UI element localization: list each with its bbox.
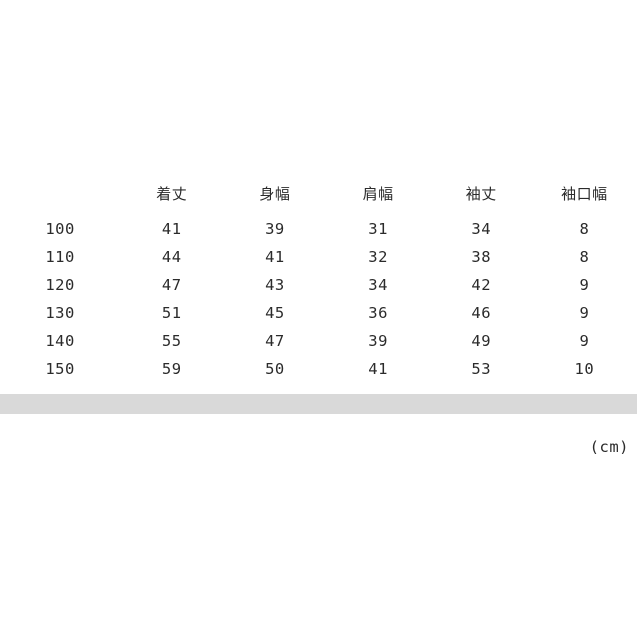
cell-sodetake: 53 xyxy=(471,360,492,378)
cell-sodetake: 34 xyxy=(471,220,492,238)
cell-kitake: 47 xyxy=(161,276,182,294)
cell-kitake: 59 xyxy=(161,360,182,378)
cell-sodeguchihaba: 9 xyxy=(579,276,590,294)
cell-mihaba: 47 xyxy=(265,332,285,350)
column-header-size xyxy=(0,172,120,215)
cell-mihaba: 41 xyxy=(265,248,285,266)
cell-katahaba: 34 xyxy=(368,276,388,294)
cell-sodeguchihaba: 8 xyxy=(579,220,590,238)
table-row: 140 55 47 39 49 9 xyxy=(0,327,637,355)
cell-kitake: 51 xyxy=(161,304,182,322)
table-body: 100 41 39 31 34 8 110 44 41 32 38 8 120 … xyxy=(0,215,637,383)
section-divider-band xyxy=(0,394,637,414)
cell-sodeguchihaba: 10 xyxy=(574,360,595,378)
table-row: 150 59 50 41 53 10 xyxy=(0,355,637,383)
cell-mihaba: 45 xyxy=(265,304,285,322)
column-header-sodeguchihaba: 袖口幅 xyxy=(561,185,608,203)
table-row: 110 44 41 32 38 8 xyxy=(0,243,637,271)
column-header-sodetake: 袖丈 xyxy=(465,185,497,203)
column-header-kitake: 着丈 xyxy=(156,185,188,203)
cell-sodetake: 46 xyxy=(471,304,492,322)
table-row: 100 41 39 31 34 8 xyxy=(0,215,637,243)
row-size-label: 130 xyxy=(45,304,75,322)
cell-katahaba: 31 xyxy=(368,220,388,238)
row-size-label: 150 xyxy=(45,360,75,378)
cell-katahaba: 39 xyxy=(368,332,388,350)
cell-sodetake: 49 xyxy=(471,332,492,350)
row-size-label: 100 xyxy=(45,220,75,238)
cell-kitake: 44 xyxy=(161,248,182,266)
cell-kitake: 41 xyxy=(161,220,182,238)
cell-sodeguchihaba: 8 xyxy=(579,248,590,266)
cell-kitake: 55 xyxy=(161,332,182,350)
cell-katahaba: 41 xyxy=(368,360,388,378)
cell-sodetake: 38 xyxy=(471,248,492,266)
cell-sodeguchihaba: 9 xyxy=(579,304,590,322)
cell-sodeguchihaba: 9 xyxy=(579,332,590,350)
column-header-katahaba: 肩幅 xyxy=(362,185,394,203)
row-size-label: 140 xyxy=(45,332,75,350)
cell-mihaba: 43 xyxy=(265,276,285,294)
row-size-label: 120 xyxy=(45,276,75,294)
cell-sodetake: 42 xyxy=(471,276,492,294)
cell-katahaba: 36 xyxy=(368,304,388,322)
column-header-mihaba: 身幅 xyxy=(259,185,291,203)
size-measurement-table: 着丈 身幅 肩幅 袖丈 袖口幅 100 41 39 31 34 8 110 44 xyxy=(0,172,637,383)
cell-katahaba: 32 xyxy=(368,248,388,266)
unit-label: (cm) xyxy=(589,438,629,456)
table-header: 着丈 身幅 肩幅 袖丈 袖口幅 xyxy=(0,172,637,215)
cell-mihaba: 39 xyxy=(265,220,285,238)
row-size-label: 110 xyxy=(45,248,75,266)
cell-mihaba: 50 xyxy=(265,360,285,378)
table-row: 130 51 45 36 46 9 xyxy=(0,299,637,327)
table-header-row: 着丈 身幅 肩幅 袖丈 袖口幅 xyxy=(0,172,637,215)
table-row: 120 47 43 34 42 9 xyxy=(0,271,637,299)
